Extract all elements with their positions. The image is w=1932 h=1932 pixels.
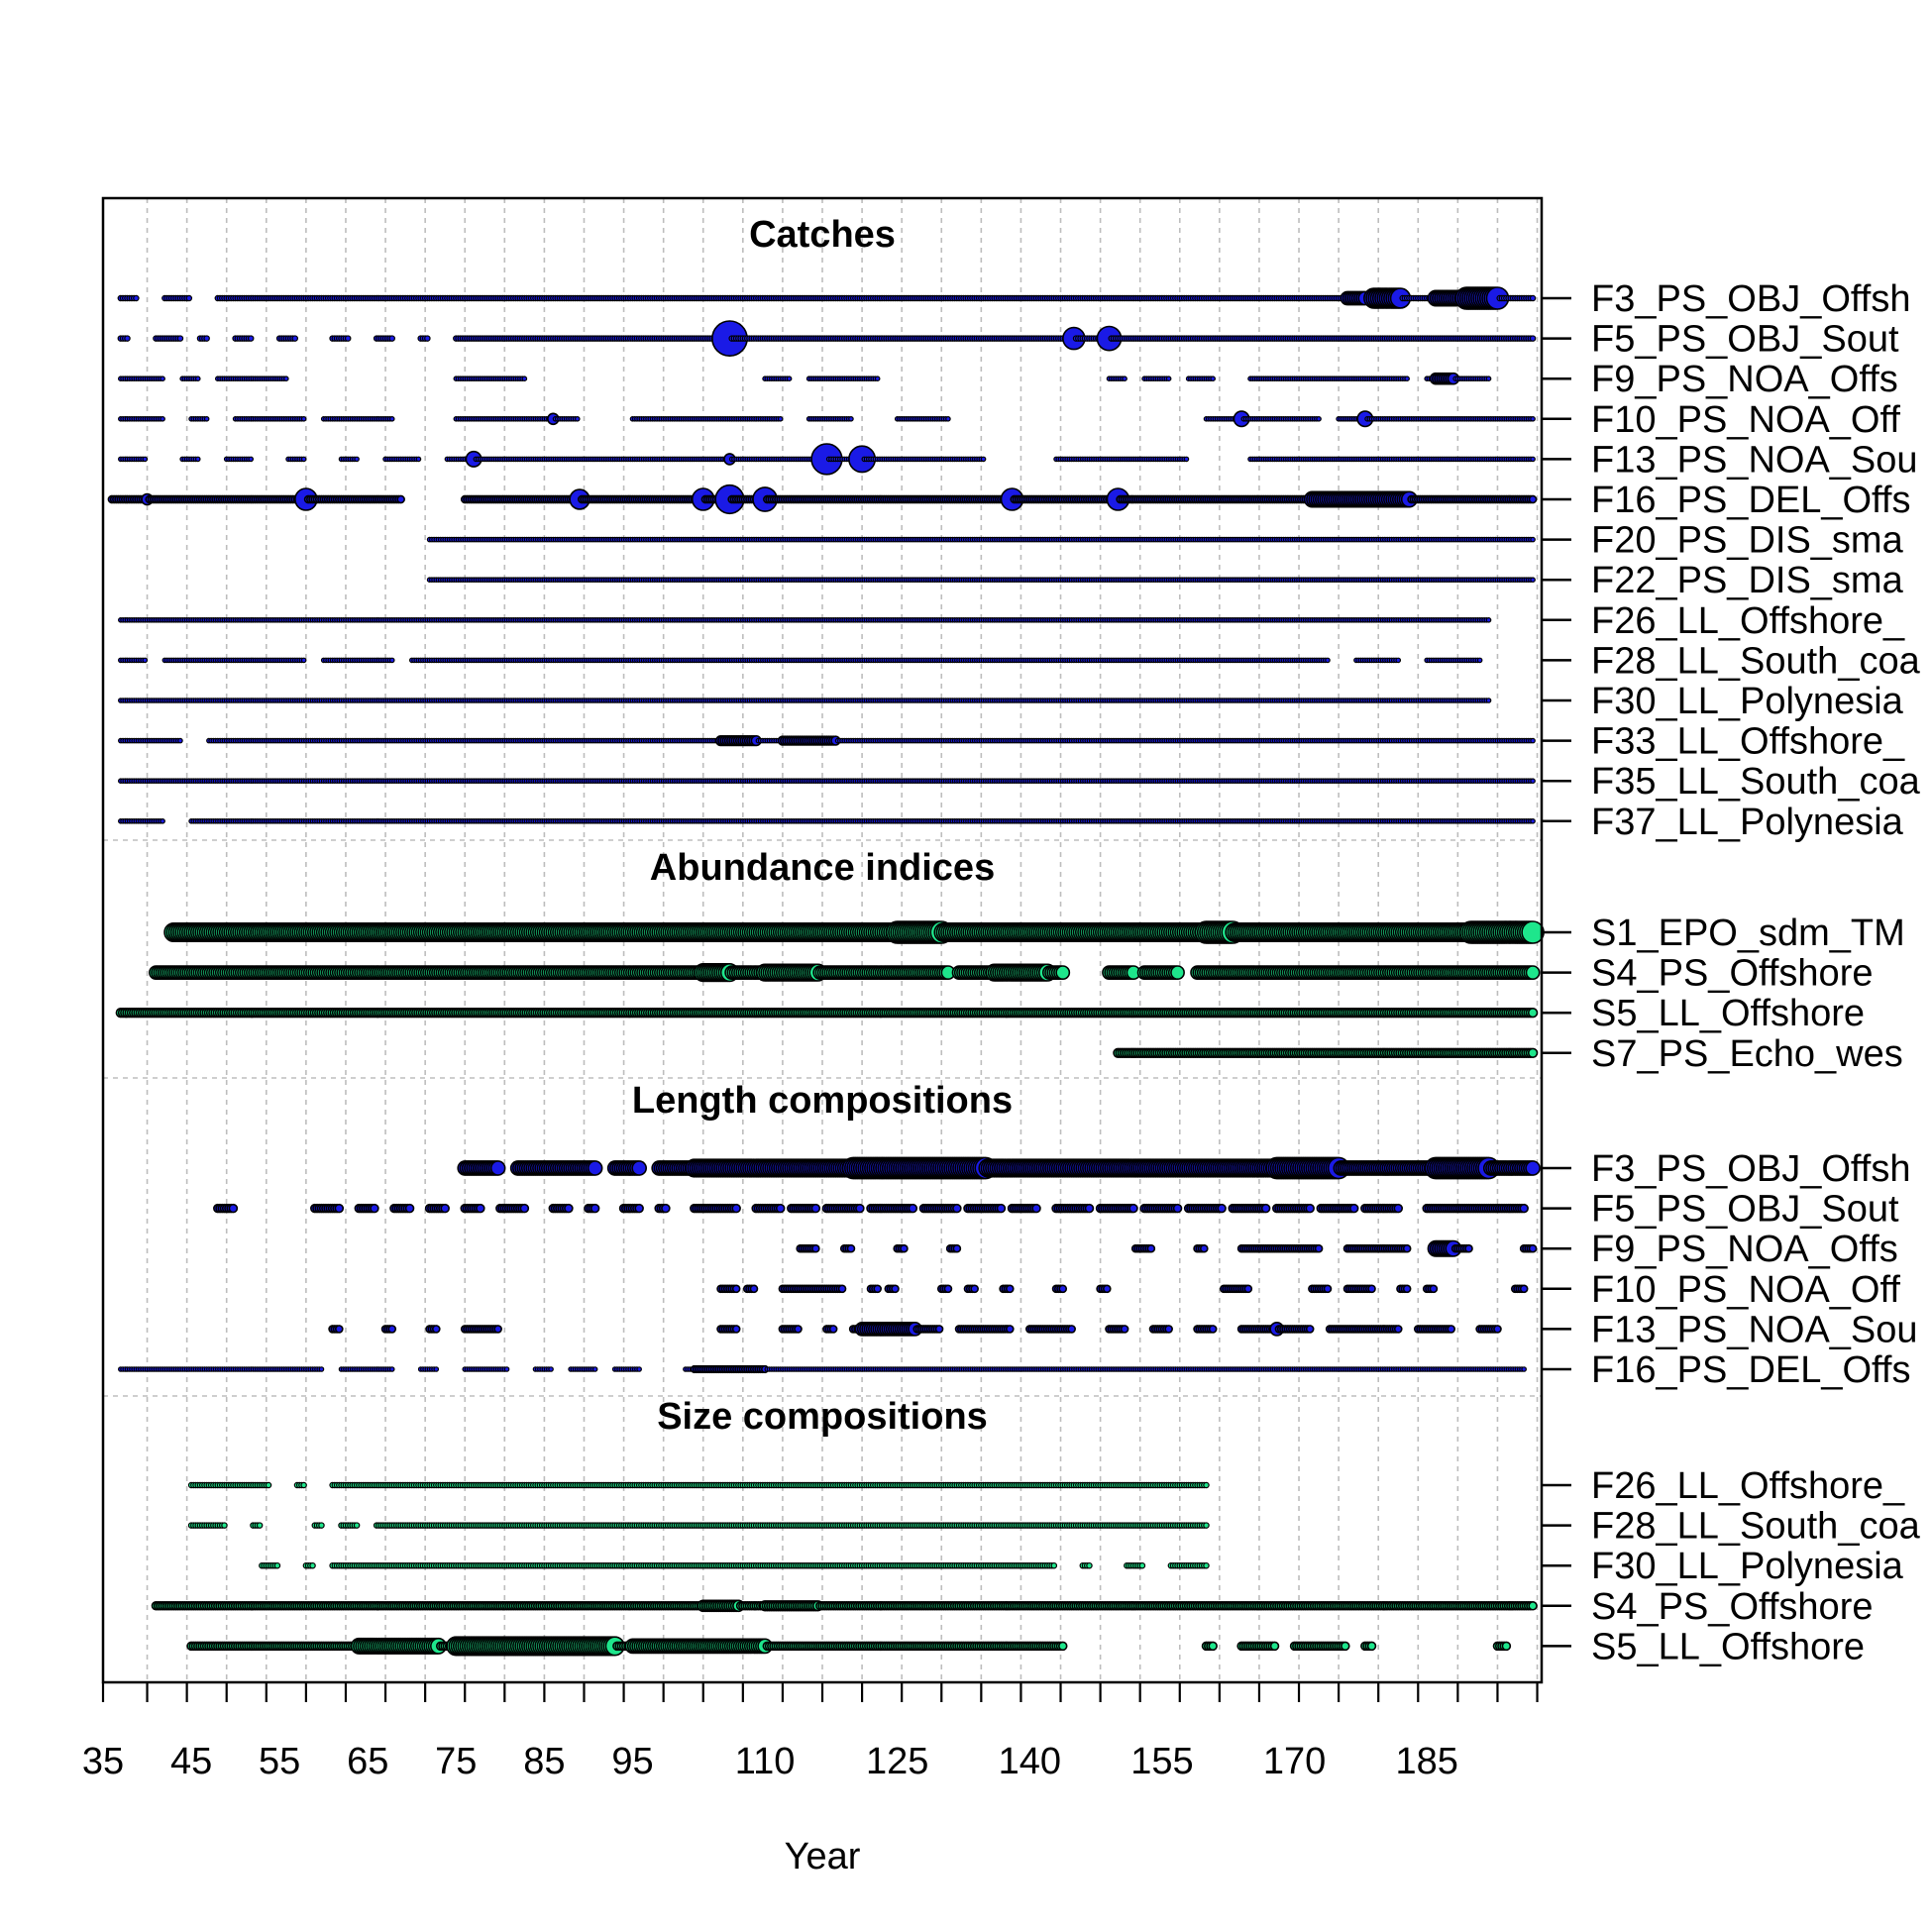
data-point: [1529, 335, 1537, 342]
data-point: [300, 657, 307, 664]
data-point: [388, 415, 395, 422]
data-points: [107, 286, 1545, 1657]
data-point: [344, 335, 352, 342]
data-point: [248, 456, 255, 463]
data-point: [300, 456, 307, 463]
data-point: [1530, 536, 1536, 543]
data-point: [1530, 577, 1536, 584]
data-point: [142, 456, 149, 463]
data-point: [300, 415, 307, 422]
panel-dividers: [103, 839, 1542, 1397]
data-point: [786, 376, 793, 382]
data-point: [874, 376, 881, 382]
data-point: [1210, 376, 1216, 382]
data-point: [1316, 415, 1322, 422]
data-point: [1485, 376, 1492, 382]
data-point: [980, 456, 987, 463]
data-point: [203, 335, 210, 342]
data-point: [185, 294, 193, 302]
data-point: [194, 456, 201, 463]
data-point: [777, 415, 784, 422]
data-point: [142, 657, 149, 664]
data-point: [574, 415, 581, 422]
data-point: [124, 335, 131, 342]
data-point: [194, 376, 201, 382]
data-point: [1530, 456, 1536, 463]
data-point: [291, 335, 298, 342]
data-point: [415, 456, 422, 463]
data-point: [1165, 376, 1172, 382]
data-point: [848, 415, 854, 422]
data-point: [1530, 415, 1536, 422]
data-point: [160, 415, 165, 422]
data-point: [354, 456, 360, 463]
data-point: [160, 376, 165, 382]
data-point: [133, 294, 140, 302]
data-point: [1183, 456, 1190, 463]
data-point: [176, 335, 184, 342]
data-point: [1485, 616, 1492, 623]
data-point: [1528, 494, 1538, 504]
data-point: [521, 376, 528, 382]
data-point: [1529, 294, 1537, 302]
data-point: [424, 335, 431, 342]
data-point: [1122, 376, 1127, 382]
data-point: [1404, 376, 1410, 382]
data-point: [203, 415, 210, 422]
data-point: [388, 335, 395, 342]
data-point: [396, 494, 405, 504]
data-point: [945, 415, 951, 422]
data-point: [283, 376, 289, 382]
data-point: [247, 335, 255, 342]
data-point: [388, 657, 395, 664]
